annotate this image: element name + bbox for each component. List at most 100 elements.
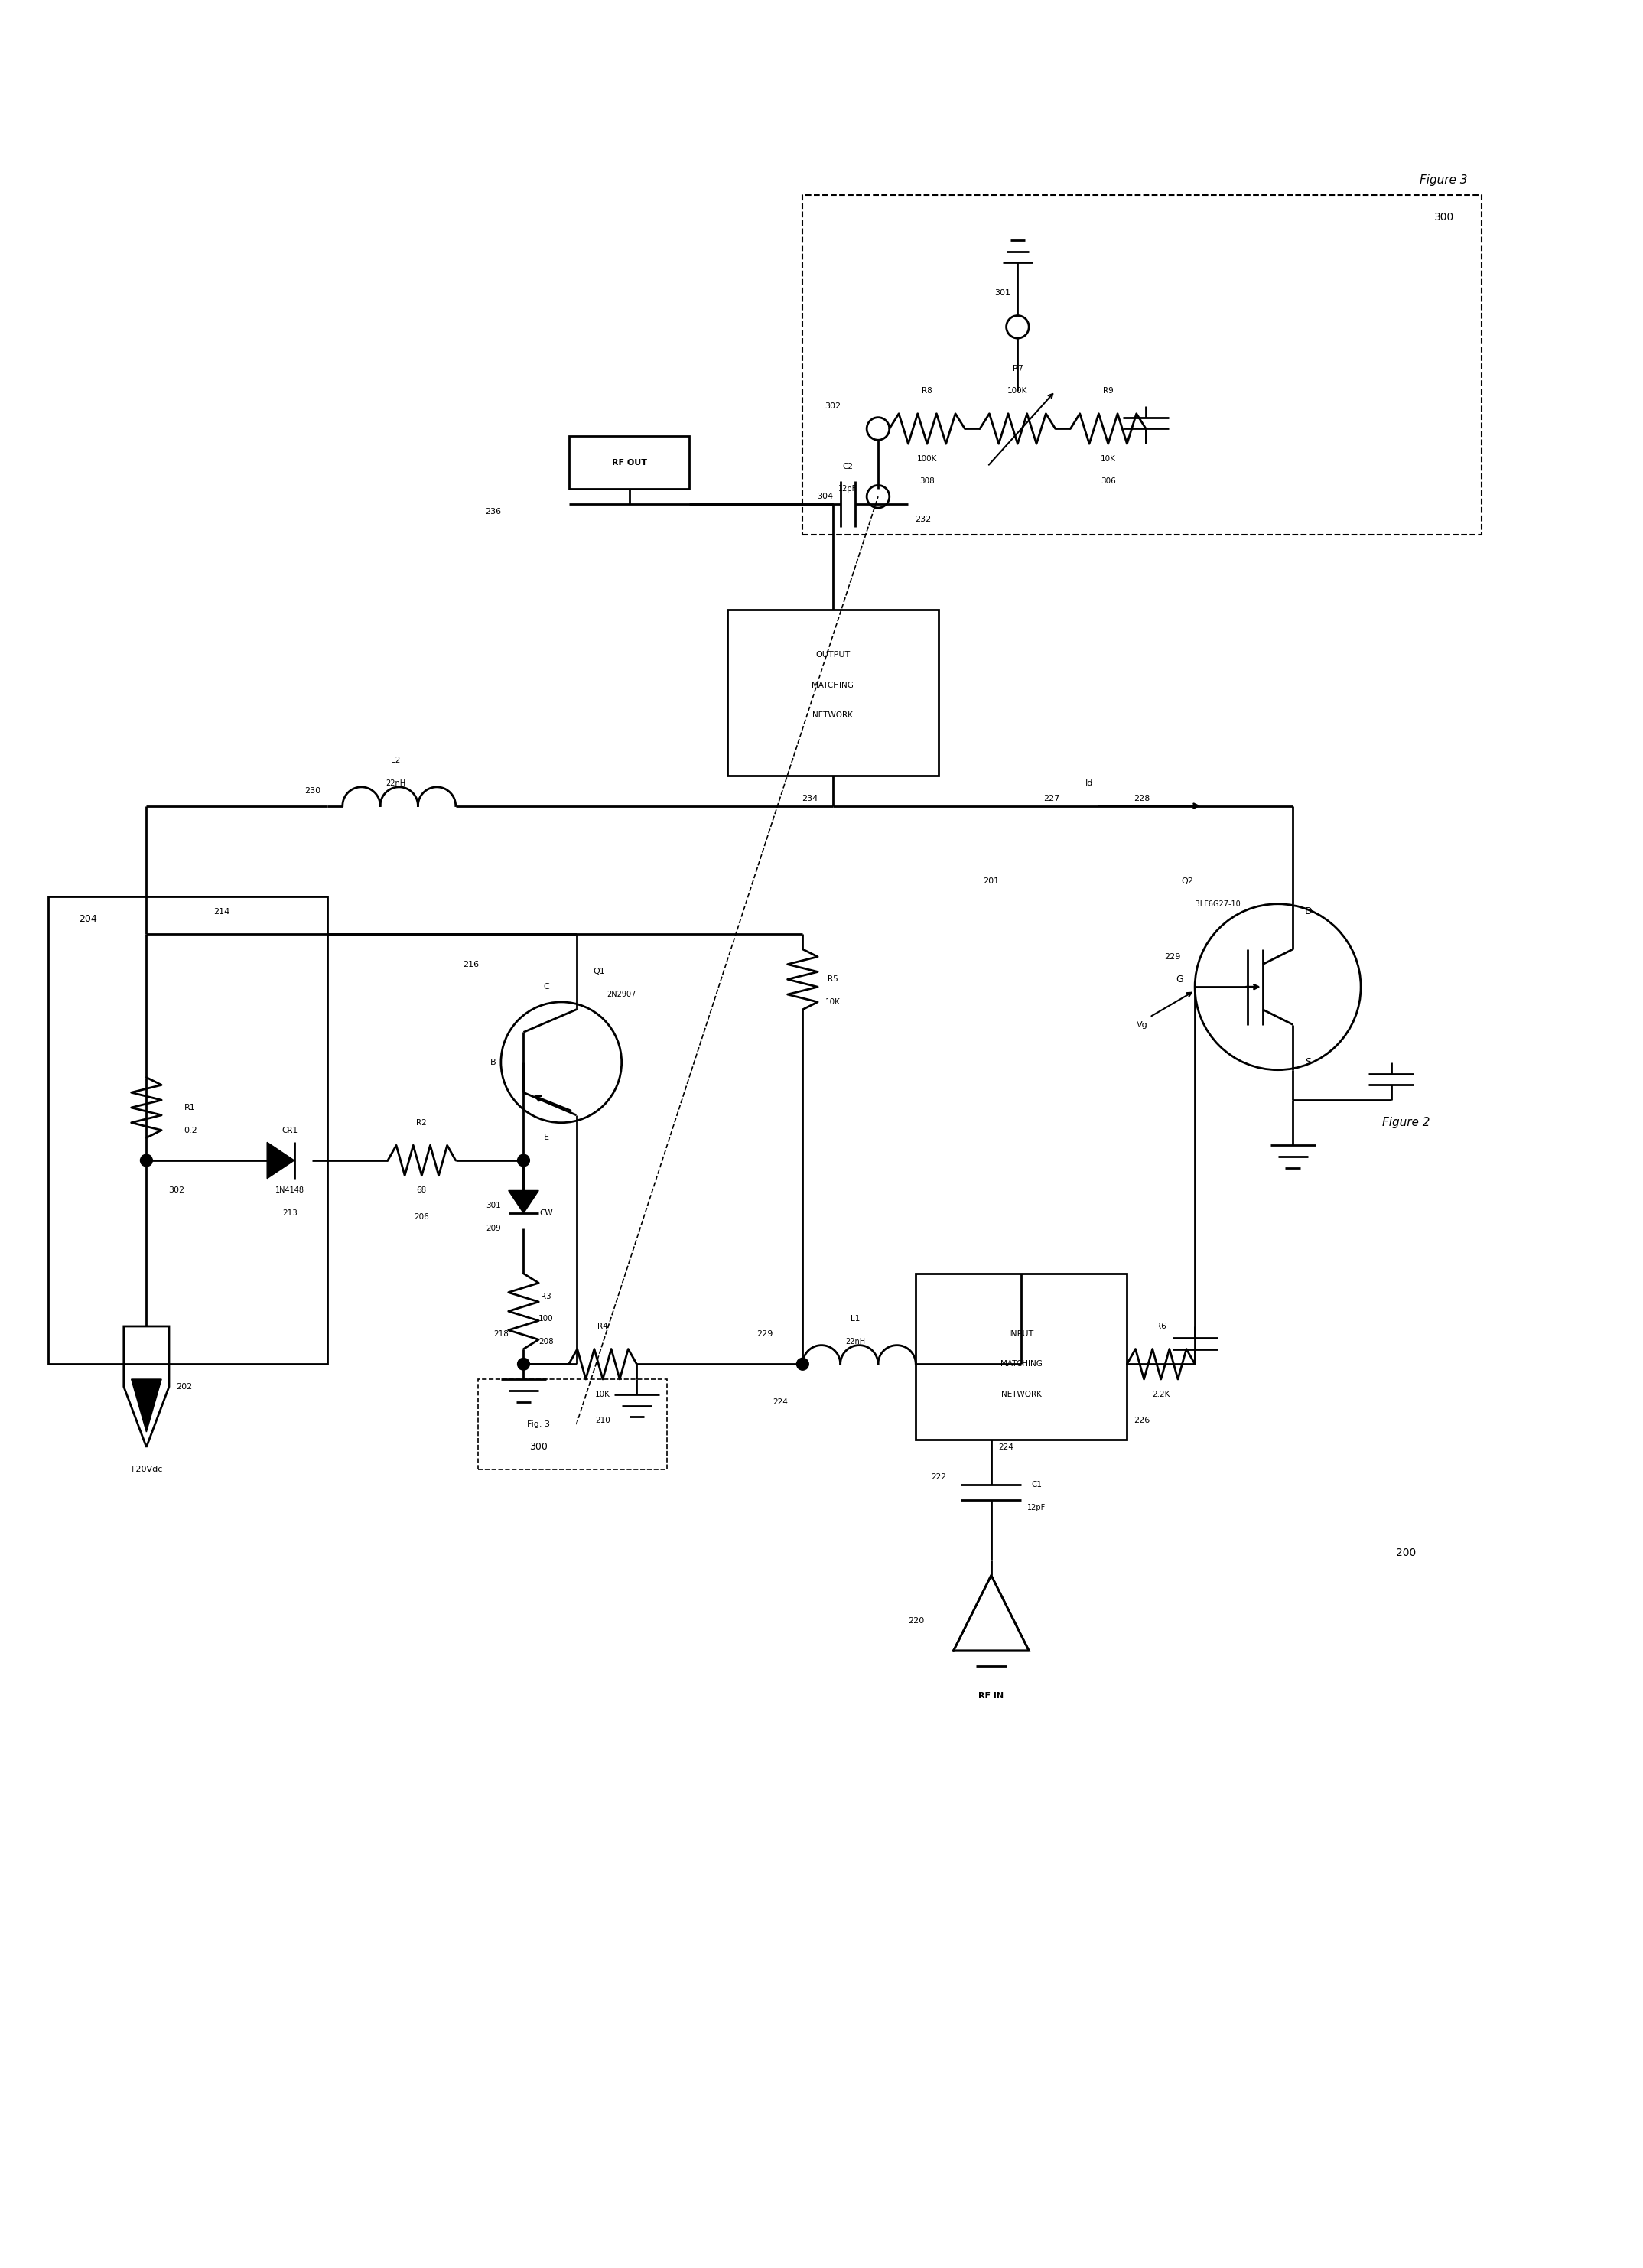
Text: 209: 209 <box>486 1225 501 1232</box>
Text: 214: 214 <box>214 907 230 916</box>
Text: RF OUT: RF OUT <box>611 458 647 467</box>
Text: 12pF: 12pF <box>838 485 858 492</box>
Text: OUTPUT: OUTPUT <box>815 651 849 658</box>
Text: R8: R8 <box>922 388 932 395</box>
Text: Vg: Vg <box>1137 1021 1148 1027</box>
Text: NETWORK: NETWORK <box>1001 1390 1042 1397</box>
Text: 228: 228 <box>1134 794 1150 803</box>
Text: C2: C2 <box>843 463 853 469</box>
Text: 206: 206 <box>414 1213 429 1220</box>
Text: 22nH: 22nH <box>846 1338 866 1345</box>
Text: Figure 2: Figure 2 <box>1382 1116 1429 1129</box>
Text: 10K: 10K <box>595 1390 610 1397</box>
Text: CW: CW <box>539 1209 554 1218</box>
Text: Id: Id <box>1086 780 1093 787</box>
Text: D: D <box>1305 907 1311 916</box>
Text: 224: 224 <box>999 1442 1014 1452</box>
Text: MATCHING: MATCHING <box>1001 1361 1042 1368</box>
Text: 2N2907: 2N2907 <box>606 991 636 998</box>
Text: 12pF: 12pF <box>1027 1504 1045 1510</box>
Bar <box>915 1275 1127 1440</box>
Text: 229: 229 <box>757 1329 774 1338</box>
Text: 100: 100 <box>539 1315 554 1322</box>
Text: 201: 201 <box>983 878 999 885</box>
Text: INPUT: INPUT <box>1009 1329 1033 1338</box>
Bar <box>728 610 938 776</box>
Text: 2.2K: 2.2K <box>1152 1390 1170 1397</box>
Text: 22nH: 22nH <box>386 780 406 787</box>
Text: 302: 302 <box>825 401 841 411</box>
Bar <box>48 896 327 1363</box>
Text: NETWORK: NETWORK <box>813 712 853 719</box>
Text: Fig. 3: Fig. 3 <box>527 1420 550 1429</box>
Text: Q2: Q2 <box>1181 878 1193 885</box>
Text: R2: R2 <box>416 1118 427 1127</box>
Text: R1: R1 <box>184 1105 196 1111</box>
Text: 301: 301 <box>994 288 1010 297</box>
Text: 208: 208 <box>539 1338 554 1345</box>
Text: 232: 232 <box>915 515 932 524</box>
Text: 216: 216 <box>463 959 478 968</box>
Text: 224: 224 <box>772 1397 787 1406</box>
Circle shape <box>797 1359 808 1370</box>
Text: 308: 308 <box>920 479 935 485</box>
Text: BLF6G27-10: BLF6G27-10 <box>1194 900 1240 907</box>
Text: 304: 304 <box>817 492 833 501</box>
Text: R3: R3 <box>541 1293 552 1300</box>
Text: G: G <box>1176 975 1183 984</box>
Text: 236: 236 <box>485 508 501 515</box>
Text: 202: 202 <box>176 1383 192 1390</box>
Bar <box>568 435 690 490</box>
Text: 226: 226 <box>1134 1418 1150 1424</box>
Text: 222: 222 <box>932 1474 946 1481</box>
Text: 234: 234 <box>802 794 818 803</box>
Text: R6: R6 <box>1155 1322 1167 1329</box>
Text: 100K: 100K <box>1007 388 1029 395</box>
Text: R7: R7 <box>1012 365 1024 372</box>
Text: +20Vdc: +20Vdc <box>130 1465 163 1474</box>
Text: Q1: Q1 <box>593 968 605 975</box>
Text: 302: 302 <box>169 1186 184 1195</box>
Text: 300: 300 <box>1434 213 1454 222</box>
Text: CR1: CR1 <box>281 1127 297 1134</box>
Text: 204: 204 <box>79 914 97 923</box>
Text: R9: R9 <box>1102 388 1114 395</box>
Text: R5: R5 <box>828 975 838 984</box>
Text: 306: 306 <box>1101 479 1116 485</box>
Text: E: E <box>544 1134 549 1141</box>
Text: 230: 230 <box>304 787 320 794</box>
Text: 213: 213 <box>283 1209 297 1218</box>
Text: L1: L1 <box>851 1315 861 1322</box>
Text: 68: 68 <box>417 1186 427 1195</box>
Text: 220: 220 <box>907 1617 923 1624</box>
Text: 229: 229 <box>1165 953 1180 962</box>
Polygon shape <box>268 1143 294 1179</box>
Text: L2: L2 <box>391 758 399 764</box>
Circle shape <box>518 1154 529 1166</box>
Circle shape <box>140 1154 153 1166</box>
Bar <box>478 1379 667 1470</box>
Text: RF IN: RF IN <box>979 1692 1004 1699</box>
Circle shape <box>518 1359 529 1370</box>
Polygon shape <box>131 1379 161 1431</box>
Text: 10K: 10K <box>825 998 841 1005</box>
Text: 227: 227 <box>1043 794 1060 803</box>
Polygon shape <box>508 1191 539 1213</box>
Text: 0.2: 0.2 <box>184 1127 197 1134</box>
Bar <box>803 195 1482 535</box>
Text: C: C <box>544 982 549 991</box>
Text: MATCHING: MATCHING <box>812 680 854 689</box>
Text: R4: R4 <box>598 1322 608 1329</box>
Text: 10K: 10K <box>1101 456 1116 463</box>
Text: 210: 210 <box>595 1418 610 1424</box>
Text: 301: 301 <box>486 1202 501 1209</box>
Text: 218: 218 <box>493 1329 509 1338</box>
Text: 1N4148: 1N4148 <box>274 1186 304 1195</box>
Text: 300: 300 <box>529 1442 547 1452</box>
Text: 100K: 100K <box>917 456 937 463</box>
Text: S: S <box>1305 1057 1311 1068</box>
Text: 200: 200 <box>1397 1547 1416 1558</box>
Text: Figure 3: Figure 3 <box>1420 175 1467 186</box>
Text: C1: C1 <box>1032 1481 1042 1488</box>
Text: B: B <box>491 1059 496 1066</box>
